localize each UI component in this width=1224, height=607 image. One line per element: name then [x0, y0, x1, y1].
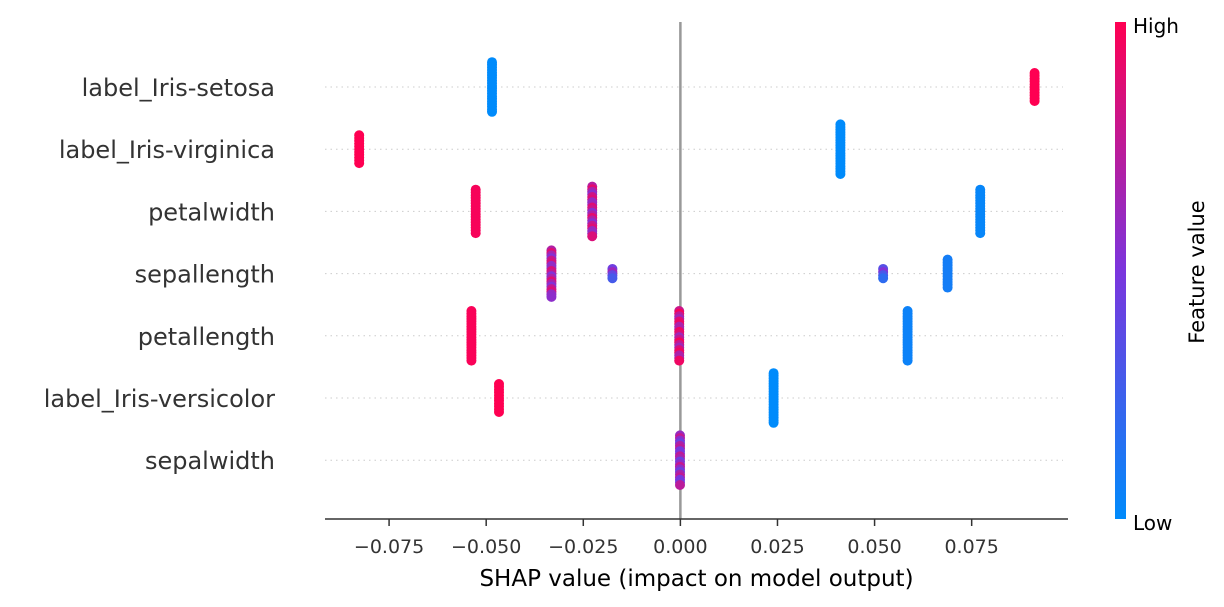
shap-point-cluster	[902, 306, 913, 366]
shap-point-cluster	[1029, 68, 1040, 106]
shap-point	[674, 480, 685, 490]
shap-point-cluster	[546, 245, 557, 302]
shap-point	[354, 158, 365, 169]
shap-point-cluster	[975, 184, 986, 239]
x-tick-label: −0.025	[548, 536, 618, 558]
shap-point-cluster	[494, 379, 505, 417]
x-tick-label: 0.000	[653, 536, 707, 558]
x-tick-label: −0.050	[451, 536, 521, 558]
feature-label: label_Iris-versicolor	[44, 385, 275, 413]
feature-labels: label_Iris-setosa label_Iris-virginicapet…	[44, 74, 275, 475]
shap-point-cluster	[768, 368, 779, 428]
shap-point	[546, 291, 557, 302]
shap-point	[942, 282, 953, 293]
shap-point-cluster	[835, 119, 846, 179]
shap-point-cluster	[470, 184, 481, 239]
shap-point	[1029, 95, 1040, 106]
shap-point-cluster	[878, 263, 889, 284]
data-points	[354, 57, 1040, 490]
x-tick-label: 0.050	[847, 536, 901, 558]
shap-point-cluster	[674, 430, 685, 490]
shap-point-cluster	[587, 181, 598, 242]
feature-label: sepalwidth	[145, 447, 275, 475]
shap-point	[607, 273, 618, 284]
shap-point	[470, 228, 481, 239]
shap-point-cluster	[354, 130, 365, 169]
shap-point	[975, 228, 986, 239]
shap-point	[878, 273, 889, 284]
shap-point	[835, 169, 846, 179]
shap-point	[902, 355, 913, 366]
x-tick-label: 0.025	[750, 536, 804, 558]
feature-label: petallength	[138, 323, 275, 351]
x-axis-title: SHAP value (impact on model output)	[479, 566, 913, 592]
feature-label: label_Iris-virginica	[59, 136, 275, 164]
shap-point	[487, 106, 498, 117]
feature-label: petalwidth	[148, 198, 275, 226]
shap-point-cluster	[674, 306, 685, 366]
shap-point	[587, 231, 598, 242]
shap-point	[466, 355, 477, 366]
colorbar	[1115, 22, 1126, 519]
shap-point-cluster	[607, 263, 618, 284]
feature-label: label_Iris-setosa	[82, 74, 275, 102]
x-axis-ticks: −0.075 −0.050 −0.025 0.000 0.025 0.050 0.075	[354, 519, 999, 558]
x-tick-label: −0.075	[354, 536, 424, 558]
shap-point	[494, 406, 505, 417]
x-tick-label: 0.075	[944, 536, 998, 558]
row-gridlines	[325, 86, 1063, 461]
feature-label: sepallength	[135, 261, 275, 289]
shap-point-cluster	[942, 254, 953, 293]
shap-point-cluster	[487, 57, 498, 117]
shap-point-cluster	[466, 306, 477, 366]
colorbar-low-label: Low	[1133, 511, 1172, 535]
colorbar-title: Feature value	[1185, 200, 1209, 343]
shap-point	[768, 417, 779, 428]
colorbar-high-label: High	[1133, 14, 1179, 38]
shap-point	[674, 355, 685, 366]
